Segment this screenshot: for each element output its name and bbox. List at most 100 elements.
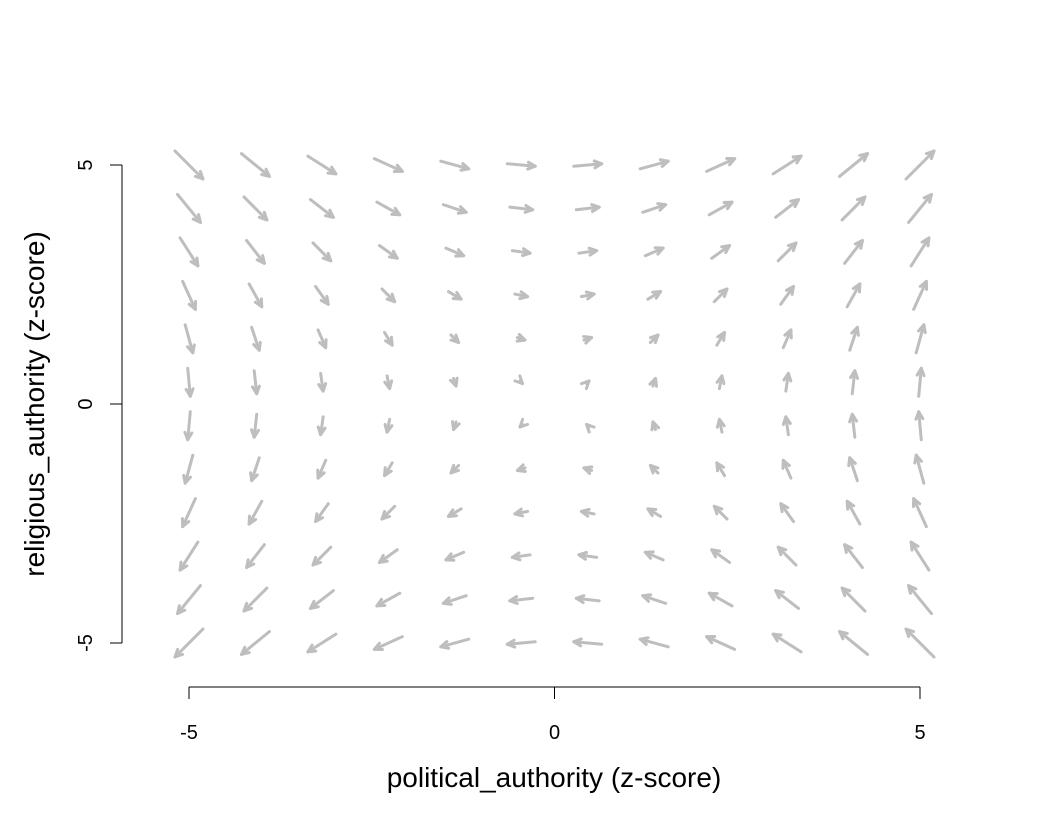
field-arrow <box>316 328 328 350</box>
field-arrow <box>782 371 793 393</box>
field-arrow <box>641 202 668 214</box>
field-arrow <box>448 376 459 388</box>
field-arrow <box>774 589 801 610</box>
field-arrow <box>183 410 194 442</box>
field-arrow <box>579 290 596 301</box>
field-arrow <box>914 410 925 442</box>
field-arrow <box>838 630 870 656</box>
field-arrow <box>915 366 926 398</box>
x-tick-label: 5 <box>914 722 925 744</box>
field-arrow <box>848 325 860 352</box>
y-tick-label: 0 <box>75 398 97 409</box>
field-arrow <box>510 247 532 258</box>
field-arrow <box>838 152 870 178</box>
field-arrow <box>446 507 463 518</box>
field-arrow <box>712 504 729 521</box>
field-arrow <box>904 627 936 659</box>
field-arrow <box>707 200 734 217</box>
field-arrow <box>178 540 200 572</box>
field-arrow <box>510 551 532 562</box>
field-arrow <box>909 540 931 572</box>
field-arrow <box>377 244 399 260</box>
field-arrow <box>375 591 402 608</box>
field-arrow <box>311 241 333 263</box>
field-arrow <box>176 584 202 616</box>
field-arrow <box>650 420 661 432</box>
field-arrow <box>505 638 537 649</box>
field-arrow <box>771 632 803 654</box>
field-arrow <box>513 374 525 386</box>
field-arrow <box>245 543 266 570</box>
field-arrow <box>183 323 196 355</box>
field-arrow <box>848 412 859 439</box>
field-arrow <box>316 458 328 480</box>
field-arrow <box>648 463 660 475</box>
field-arrow <box>449 463 461 475</box>
field-arrow <box>843 238 864 265</box>
x-tick-label: 0 <box>549 722 560 744</box>
field-arrow <box>306 632 338 654</box>
y-axis: -5 0 5 <box>75 159 123 652</box>
field-arrow <box>239 152 271 178</box>
field-arrow <box>911 497 928 529</box>
field-arrow <box>242 586 269 613</box>
field-arrow <box>250 325 262 352</box>
field-arrow <box>643 246 665 258</box>
y-tick-label: 5 <box>75 159 97 170</box>
field-arrow <box>239 630 271 656</box>
field-arrow <box>306 154 338 176</box>
field-arrow <box>184 366 195 398</box>
field-arrow <box>776 545 798 567</box>
field-arrow <box>247 499 264 526</box>
field-arrow <box>444 246 466 258</box>
field-arrow <box>446 290 463 301</box>
field-arrow <box>710 548 732 564</box>
field-arrow <box>715 330 726 347</box>
field-arrow <box>383 461 394 478</box>
field-arrow <box>173 627 205 659</box>
field-arrow <box>648 333 660 345</box>
field-arrow <box>840 195 867 222</box>
field-arrow <box>316 415 327 437</box>
field-arrow <box>705 634 737 651</box>
field-arrow <box>771 154 803 176</box>
field-arrow <box>646 290 663 301</box>
field-arrow <box>311 545 333 567</box>
field-arrow <box>715 374 726 391</box>
field-arrow <box>249 456 261 483</box>
arrow-layer <box>173 149 936 659</box>
field-arrow <box>377 548 399 564</box>
field-arrow <box>375 200 402 217</box>
field-arrow <box>849 369 859 396</box>
field-arrow <box>314 502 330 524</box>
field-arrow <box>710 244 732 260</box>
field-arrow <box>176 192 202 224</box>
field-arrow <box>182 453 195 485</box>
field-arrow <box>515 332 527 343</box>
field-arrow <box>582 335 594 345</box>
field-arrow <box>383 330 394 347</box>
field-arrow <box>317 371 328 393</box>
field-arrow <box>444 550 466 562</box>
field-arrow <box>715 417 726 434</box>
field-arrow <box>907 192 933 224</box>
field-arrow <box>845 499 862 526</box>
field-arrow <box>914 323 927 355</box>
field-arrow <box>380 504 397 521</box>
field-arrow <box>847 456 859 483</box>
field-arrow <box>643 550 665 562</box>
field-arrow <box>242 195 269 222</box>
field-arrow <box>904 149 936 181</box>
field-arrow <box>715 461 726 478</box>
field-arrow <box>638 158 670 171</box>
field-arrow <box>173 149 205 181</box>
field-arrow <box>508 203 535 214</box>
field-arrow <box>641 593 668 605</box>
field-arrow <box>712 287 729 304</box>
field-arrow <box>439 159 471 172</box>
field-arrow <box>308 198 335 219</box>
field-arrow <box>439 637 471 650</box>
field-arrow <box>383 374 394 391</box>
field-arrow <box>646 507 663 518</box>
field-arrow <box>912 279 929 311</box>
